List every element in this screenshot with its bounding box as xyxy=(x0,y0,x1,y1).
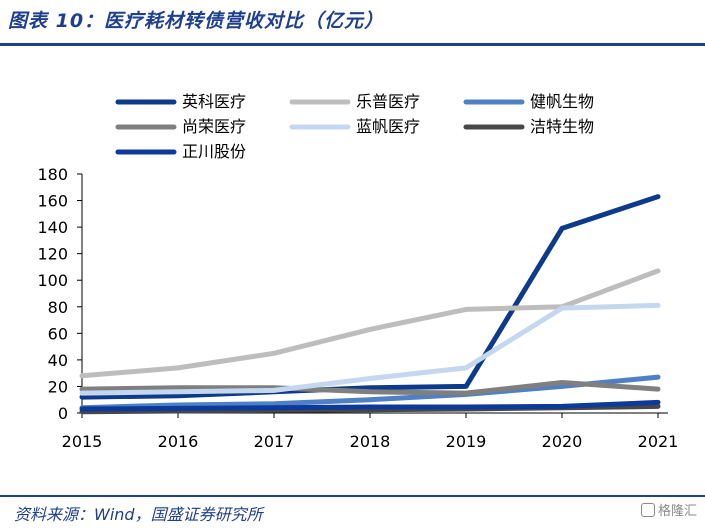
legend-label: 尚荣医疗 xyxy=(182,117,246,136)
watermark: 格隆汇 xyxy=(640,500,697,519)
watermark-logo-icon xyxy=(640,502,655,517)
y-tick-label: 140 xyxy=(37,218,68,237)
y-tick-label: 40 xyxy=(48,351,68,370)
legend-label: 英科医疗 xyxy=(182,92,246,111)
legend-label: 正川股份 xyxy=(182,142,246,161)
y-tick-label: 100 xyxy=(37,271,68,290)
y-tick-label: 160 xyxy=(37,192,68,211)
series-line-7 xyxy=(79,399,661,412)
series-line-1 xyxy=(79,194,661,400)
y-tick-label: 20 xyxy=(48,377,68,396)
watermark-text: 格隆汇 xyxy=(657,504,697,519)
series-line-2 xyxy=(79,268,661,379)
legend-label: 健帆生物 xyxy=(530,92,594,111)
header-rule xyxy=(0,43,705,46)
series-line-5 xyxy=(79,302,661,396)
x-axis-labels: 2015 2016 2017 2018 2019 2020 2021 xyxy=(62,432,679,451)
y-tick-label: 180 xyxy=(37,165,68,184)
y-tick-label: 80 xyxy=(48,298,68,317)
x-tick-label: 2017 xyxy=(254,432,295,451)
y-tick-label: 120 xyxy=(37,245,68,264)
x-tick-label: 2015 xyxy=(62,432,103,451)
x-tick-label: 2021 xyxy=(638,432,679,451)
x-tick-label: 2019 xyxy=(446,432,487,451)
y-tick-label: 0 xyxy=(58,404,68,423)
x-tick-label: 2018 xyxy=(350,432,391,451)
legend-label: 洁特生物 xyxy=(530,117,594,136)
x-tick-label: 2020 xyxy=(542,432,583,451)
y-tick-label: 60 xyxy=(48,324,68,343)
x-tick-label: 2016 xyxy=(158,432,199,451)
source-note: 资料来源：Wind，国盛证券研究所 xyxy=(14,505,263,524)
chart-title: 图表 10：医疗耗材转债营收对比（亿元） xyxy=(8,10,385,32)
y-axis-labels: 0 20 40 60 80 100 120 140 160 180 xyxy=(37,165,68,423)
legend-label: 蓝帆医疗 xyxy=(356,117,420,136)
footer-rule xyxy=(0,495,705,497)
series-line-3 xyxy=(79,374,661,411)
series-line-4 xyxy=(79,380,661,396)
legend-label: 乐普医疗 xyxy=(356,92,420,111)
series-lines xyxy=(79,194,661,415)
